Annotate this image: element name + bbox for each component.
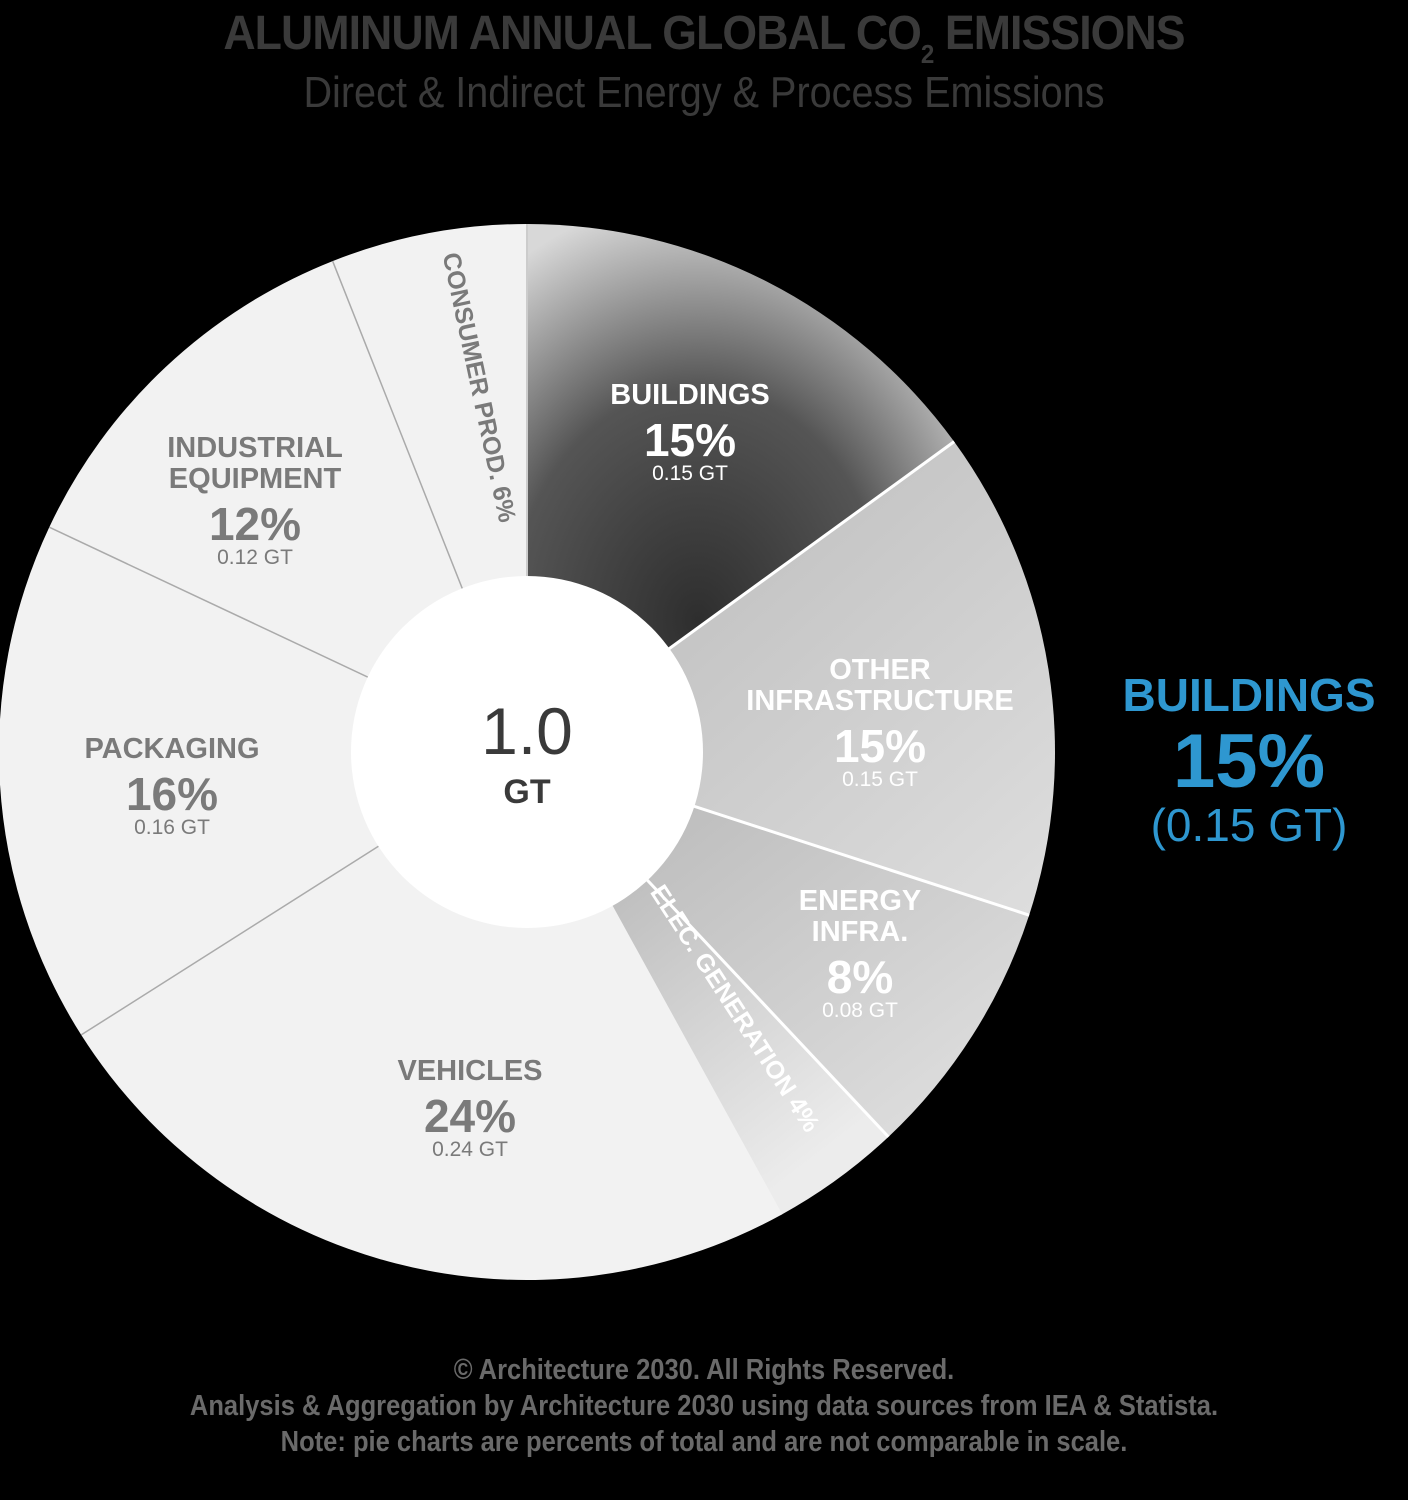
chart-subtitle: Direct & Indirect Energy & Process Emiss… <box>303 68 1105 117</box>
note-line: Note: pie charts are percents of total a… <box>280 1426 1128 1458</box>
footer-notes: © Architecture 2030. All Rights Reserved… <box>84 1352 1323 1460</box>
total-unit: GT <box>503 773 551 811</box>
source-line: Analysis & Aggregation by Architecture 2… <box>189 1390 1219 1422</box>
slice-label-energy-infra: ENERGY INFRA. 8% 0.08 GT <box>798 885 922 1022</box>
total-value: 1.0 <box>481 694 573 768</box>
donut-hole <box>351 576 703 928</box>
slice-label-packaging: PACKAGING 16% 0.16 GT <box>84 733 260 839</box>
slice-label-vehicles: VEHICLES 24% 0.24 GT <box>397 1055 543 1161</box>
buildings-callout: BUILDINGS 15% (0.15 GT) <box>1122 669 1376 851</box>
chart-title: ALUMINUM ANNUAL GLOBAL CO2 EMISSIONS <box>223 7 1185 69</box>
copyright-line: © Architecture 2030. All Rights Reserved… <box>453 1354 955 1386</box>
slice-label-buildings: BUILDINGS 15% 0.15 GT <box>610 379 770 485</box>
slice-label-other-infrastructure: OTHER INFRASTRUCTURE 15% 0.15 GT <box>746 654 1014 791</box>
slice-label-industrial-equipment: INDUSTRIAL EQUIPMENT 12% 0.12 GT <box>167 432 343 569</box>
pie-slice-packaging <box>0 527 527 1035</box>
pie-slice-vehicles <box>81 752 782 1280</box>
pie-slice-other-infrastructure <box>527 441 1055 916</box>
